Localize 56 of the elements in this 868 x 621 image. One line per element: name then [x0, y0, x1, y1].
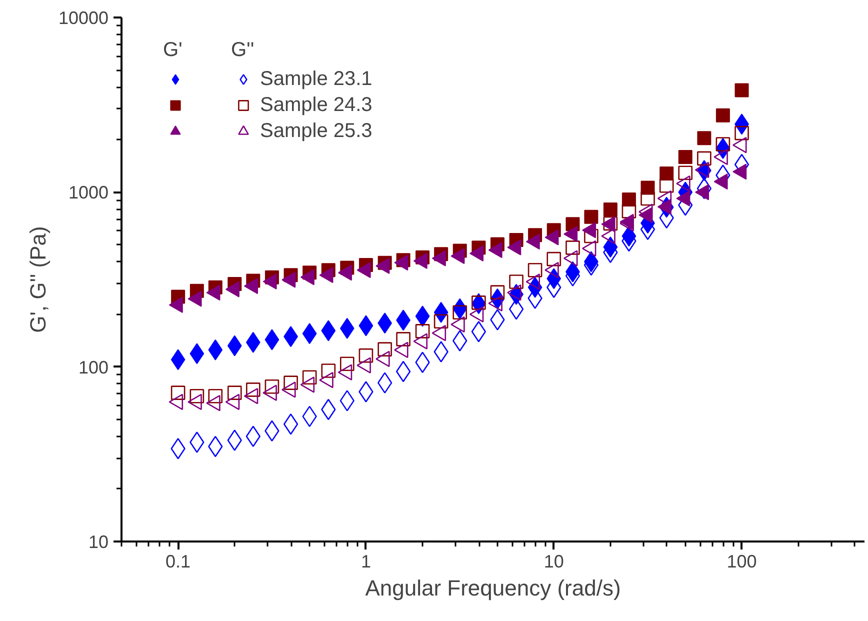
point	[584, 210, 598, 224]
point	[659, 178, 674, 193]
legend-label: Sample 25.3	[260, 120, 372, 142]
point	[640, 180, 655, 195]
point	[678, 150, 692, 164]
point	[472, 296, 486, 310]
point	[378, 342, 392, 356]
point	[283, 413, 298, 435]
point	[302, 370, 317, 385]
y-tick-label: 10000	[58, 8, 109, 28]
point	[696, 178, 712, 200]
point	[640, 191, 655, 206]
point	[603, 202, 618, 216]
point	[603, 216, 618, 231]
annotation: G''	[231, 39, 256, 62]
legend-label: Sample 24.3	[260, 94, 372, 116]
annotation: G'	[163, 39, 184, 62]
point	[321, 364, 336, 378]
y-tick-label: 100	[78, 357, 109, 378]
x-tick-label: 100	[726, 552, 757, 572]
point	[678, 166, 693, 180]
point	[434, 314, 448, 329]
point	[396, 332, 410, 346]
x-tick-label: 0.1	[166, 552, 191, 572]
point	[528, 262, 542, 278]
point	[170, 386, 186, 400]
x-tick-label: 1	[360, 552, 371, 572]
legend-label: Sample 23.1	[260, 68, 372, 90]
x-axis-title: Angular Frequency (rad/s)	[365, 576, 621, 600]
point	[227, 386, 242, 400]
point	[622, 204, 636, 218]
point	[490, 285, 505, 300]
point	[734, 126, 749, 140]
point	[284, 376, 298, 390]
point	[264, 380, 280, 394]
point	[697, 151, 712, 166]
point	[566, 240, 580, 255]
point	[716, 137, 730, 152]
y-tick-label: 1000	[68, 182, 109, 203]
point	[734, 83, 749, 98]
x-tick-label: 10	[544, 552, 564, 572]
point	[452, 305, 468, 320]
point	[246, 382, 260, 397]
point	[358, 348, 374, 363]
point	[546, 252, 562, 266]
y-tick-label: 10	[88, 532, 109, 552]
point	[208, 388, 223, 404]
y-axis-title: G', G'' (Pa)	[25, 226, 50, 333]
point	[509, 274, 524, 289]
point	[584, 228, 598, 244]
point	[716, 108, 730, 122]
point	[396, 360, 411, 382]
point	[340, 356, 354, 372]
point	[415, 324, 430, 338]
point	[190, 388, 204, 404]
point	[697, 131, 712, 146]
